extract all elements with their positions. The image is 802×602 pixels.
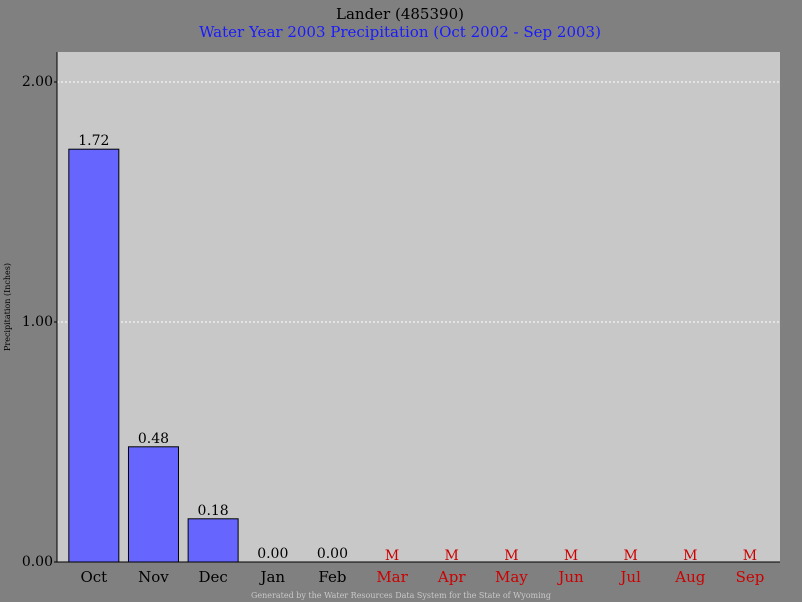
footer: Generated by the Water Resources Data Sy… bbox=[251, 591, 551, 600]
bar bbox=[68, 148, 120, 563]
x-tick-label: May bbox=[495, 568, 528, 586]
y-tick-label: 2.00 bbox=[22, 74, 53, 90]
chart-title: Lander (485390) bbox=[336, 5, 464, 23]
value-label: 0.00 bbox=[317, 546, 348, 562]
value-label: 0.00 bbox=[257, 546, 288, 562]
x-tick-label: Apr bbox=[437, 568, 466, 586]
chart-subtitle: Water Year 2003 Precipitation (Oct 2002 … bbox=[199, 23, 601, 41]
value-label: M bbox=[743, 548, 757, 564]
x-tick-label: Nov bbox=[138, 568, 169, 586]
y-axis-label: Precipitation (Inches) bbox=[3, 263, 12, 351]
x-tick-label: Dec bbox=[198, 568, 227, 586]
x-tick-label: Jun bbox=[556, 568, 584, 586]
value-label: M bbox=[445, 548, 459, 564]
y-tick-label: 0.00 bbox=[22, 554, 53, 570]
x-tick-label: Oct bbox=[80, 568, 107, 586]
bar bbox=[127, 446, 179, 563]
x-tick-label: Jul bbox=[618, 568, 641, 586]
value-label: 1.72 bbox=[78, 133, 109, 149]
x-tick-label: Sep bbox=[736, 568, 765, 586]
y-tick-label: 1.00 bbox=[22, 314, 53, 330]
x-tick-label: Feb bbox=[318, 568, 346, 586]
x-tick-label: Mar bbox=[376, 568, 408, 586]
value-label: M bbox=[624, 548, 638, 564]
value-label: 0.48 bbox=[138, 431, 169, 447]
value-label: M bbox=[504, 548, 518, 564]
value-label: M bbox=[683, 548, 697, 564]
value-label: M bbox=[564, 548, 578, 564]
value-label: 0.18 bbox=[198, 503, 229, 519]
value-label: M bbox=[385, 548, 399, 564]
bar bbox=[187, 518, 239, 563]
x-tick-label: Aug bbox=[674, 568, 705, 586]
x-tick-label: Jan bbox=[258, 568, 285, 586]
